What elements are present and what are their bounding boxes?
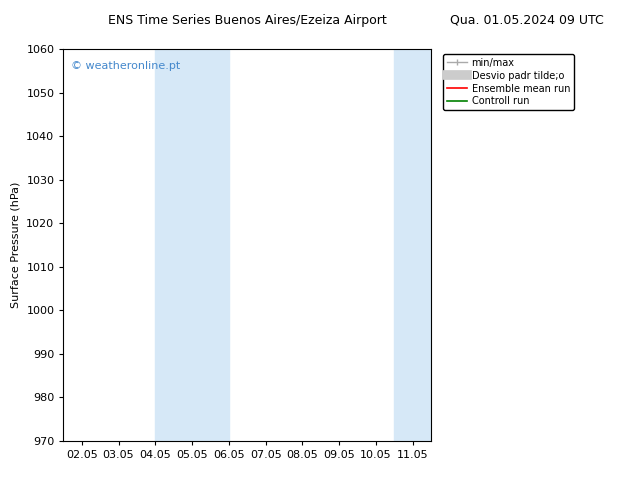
Bar (155, 49, 192, 441)
Text: Qua. 01.05.2024 09 UTC: Qua. 01.05.2024 09 UTC (450, 14, 604, 27)
Bar (192, 49, 229, 441)
Legend: min/max, Desvio padr tilde;o, Ensemble mean run, Controll run: min/max, Desvio padr tilde;o, Ensemble m… (443, 54, 574, 110)
Text: © weatheronline.pt: © weatheronline.pt (71, 61, 180, 71)
Bar (394, 49, 413, 441)
Bar (413, 49, 431, 441)
Text: ENS Time Series Buenos Aires/Ezeiza Airport: ENS Time Series Buenos Aires/Ezeiza Airp… (108, 14, 387, 27)
Y-axis label: Surface Pressure (hPa): Surface Pressure (hPa) (11, 182, 21, 308)
